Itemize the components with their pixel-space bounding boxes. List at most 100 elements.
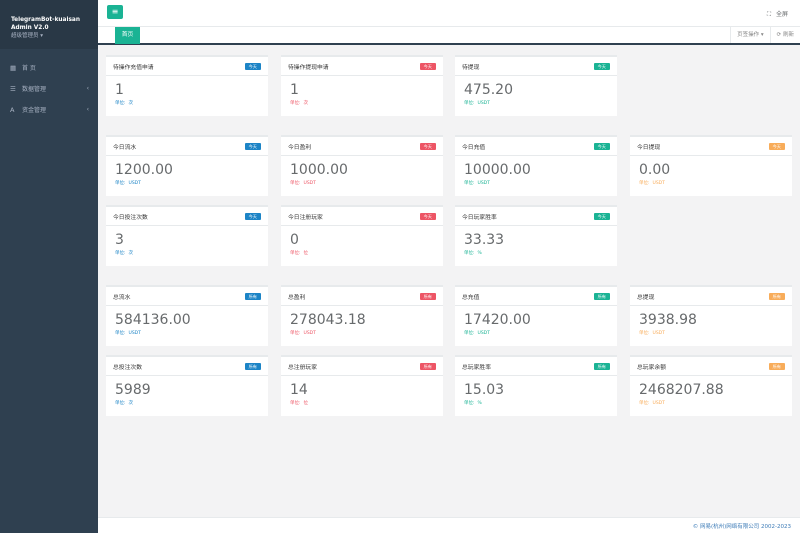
stat-value: 1 <box>115 82 124 98</box>
sidebar-item-label: 首 页 <box>22 65 36 72</box>
stat-card: 今日充值 今天 10000.00 单位: USDT <box>455 135 617 196</box>
stat-unit-label: 单位: <box>464 251 475 256</box>
stat-unit: 单位: 次 <box>290 100 434 106</box>
stat-card-body: 3938.98 单位: USDT <box>630 306 792 346</box>
sidebar-item-home[interactable]: ▦ 首 页 <box>0 57 98 78</box>
stat-card-header: 总提现 所有 <box>630 287 792 306</box>
stat-unit-label: 单位: <box>639 401 650 406</box>
stat-unit-value: 次 <box>128 401 134 406</box>
stat-card-header: 今日投注次数 今天 <box>106 207 268 226</box>
stat-card: 总充值 所有 17420.00 单位: USDT <box>455 285 617 346</box>
stat-unit-label: 单位: <box>290 101 301 106</box>
stat-unit: 单位: 位 <box>290 250 434 256</box>
stat-card: 今日流水 今天 1200.00 单位: USDT <box>106 135 268 196</box>
refresh-button[interactable]: ⟳ 刷新 <box>769 27 800 43</box>
stat-value: 10000.00 <box>464 162 531 178</box>
stat-unit: 单位: USDT <box>639 330 783 336</box>
stat-card: 总流水 所有 584136.00 单位: USDT <box>106 285 268 346</box>
fullscreen-label: 全屏 <box>775 11 788 18</box>
stat-unit: 单位: USDT <box>464 180 608 186</box>
stat-card-header: 总投注次数 所有 <box>106 357 268 376</box>
tab-home[interactable]: 首页 <box>115 27 140 44</box>
stat-card-title: 今日提现 <box>637 144 661 151</box>
brand-name: TelegramBot-kuaisan <box>11 17 80 23</box>
stat-card-body: 0 单位: 位 <box>281 226 443 266</box>
stat-card-header: 总玩家余额 所有 <box>630 357 792 376</box>
stat-unit: 单位: 次 <box>115 400 259 406</box>
stat-unit-label: 单位: <box>290 251 301 256</box>
stat-unit-value: USDT <box>303 331 316 336</box>
stat-unit-label: 单位: <box>115 251 126 256</box>
stat-unit-value: % <box>477 401 482 406</box>
stat-unit: 单位: USDT <box>464 330 608 336</box>
sidebar-profile: TelegramBot-kuaisan Admin V2.0 超级管理员 ▾ <box>0 0 98 49</box>
stat-card-body: 1200.00 单位: USDT <box>106 156 268 196</box>
period-badge: 所有 <box>244 362 261 370</box>
stat-card-title: 今日流水 <box>113 144 137 151</box>
stat-card-title: 今日玩家胜率 <box>462 214 497 221</box>
stat-card-body: 14 单位: 位 <box>281 376 443 416</box>
user-role-dropdown[interactable]: 超级管理员 ▾ <box>11 33 44 39</box>
stat-card-title: 待操作充值申请 <box>113 64 154 71</box>
stat-unit-label: 单位: <box>464 101 475 106</box>
stat-card: 总玩家余额 所有 2468207.88 单位: USDT <box>630 355 792 416</box>
page-tabs-bar: 首页 页签操作 ▾ ⟳ 刷新 <box>98 27 800 45</box>
tab-operations-dropdown[interactable]: 页签操作 ▾ <box>730 27 770 43</box>
fullscreen-button[interactable]: ⛶ 全屏 <box>767 9 788 19</box>
sidebar-item-label: 数据管理 <box>22 86 47 93</box>
stat-value: 33.33 <box>464 232 505 248</box>
stat-value: 15.03 <box>464 382 505 398</box>
dashboard-content: 待操作充值申请 今天 1 单位: 次待操作提现申请 今天 1 单位: 次待提现 今天 475.20 单… <box>98 47 800 517</box>
stat-card-body: 475.20 单位: USDT <box>455 76 617 116</box>
sidebar: TelegramBot-kuaisan Admin V2.0 超级管理员 ▾ ▦… <box>0 0 98 533</box>
stat-card: 今日投注次数 今天 3 单位: 次 <box>106 205 268 266</box>
stat-card-title: 总提现 <box>637 294 655 301</box>
stat-card-header: 今日提现 今天 <box>630 137 792 156</box>
stat-unit: 单位: USDT <box>115 330 259 336</box>
stat-unit-value: USDT <box>128 181 141 186</box>
stat-value: 584136.00 <box>115 312 191 328</box>
stat-card-title: 今日充值 <box>462 144 486 151</box>
menu-toggle-button[interactable]: ≡ <box>107 5 123 19</box>
stat-card-title: 今日投注次数 <box>113 214 148 221</box>
stat-unit-label: 单位: <box>639 331 650 336</box>
stat-card-title: 今日注册玩家 <box>288 214 323 221</box>
stat-card: 今日提现 今天 0.00 单位: USDT <box>630 135 792 196</box>
period-badge: 今天 <box>244 142 261 150</box>
stat-card: 总盈利 所有 278043.18 单位: USDT <box>281 285 443 346</box>
stat-card-header: 总盈利 所有 <box>281 287 443 306</box>
stat-unit-value: 次 <box>303 101 309 106</box>
stat-unit: 单位: USDT <box>290 330 434 336</box>
stat-card: 总玩家胜率 所有 15.03 单位:% <box>455 355 617 416</box>
stat-card-title: 总玩家余额 <box>637 364 666 371</box>
stat-unit-label: 单位: <box>639 181 650 186</box>
stat-unit-value: 位 <box>303 401 309 406</box>
sidebar-item-fund-management[interactable]: A 资金管理 ‹ <box>0 99 98 120</box>
stat-unit-value: USDT <box>303 181 316 186</box>
period-badge: 今天 <box>593 62 610 70</box>
sidebar-item-data-management[interactable]: ☰ 数据管理 ‹ <box>0 78 98 99</box>
stat-unit: 单位: 位 <box>290 400 434 406</box>
stat-unit-label: 单位: <box>290 401 301 406</box>
stat-card-header: 总注册玩家 所有 <box>281 357 443 376</box>
stat-card-body: 17420.00 单位: USDT <box>455 306 617 346</box>
stat-card: 待提现 今天 475.20 单位: USDT <box>455 55 617 116</box>
font-icon: A <box>10 105 15 114</box>
stat-unit-value: 位 <box>303 251 309 256</box>
stat-unit-label: 单位: <box>115 331 126 336</box>
stat-card-body: 278043.18 单位: USDT <box>281 306 443 346</box>
period-badge: 所有 <box>768 362 785 370</box>
stat-unit-label: 单位: <box>464 331 475 336</box>
stat-unit-label: 单位: <box>115 401 126 406</box>
stat-card-body: 1 单位: 次 <box>106 76 268 116</box>
stat-card-header: 今日注册玩家 今天 <box>281 207 443 226</box>
period-badge: 今天 <box>419 142 436 150</box>
stat-card-body: 584136.00 单位: USDT <box>106 306 268 346</box>
stat-card-title: 总盈利 <box>288 294 306 301</box>
stat-unit: 单位: USDT <box>639 180 783 186</box>
footer: © 网易(杭州)网络有限公司 2002-2023 <box>98 517 800 533</box>
stat-value: 1 <box>290 82 299 98</box>
sidebar-nav: ▦ 首 页 ☰ 数据管理 ‹ A 资金管理 ‹ <box>0 57 98 120</box>
stat-value: 14 <box>290 382 308 398</box>
stat-card-title: 今日盈利 <box>288 144 312 151</box>
